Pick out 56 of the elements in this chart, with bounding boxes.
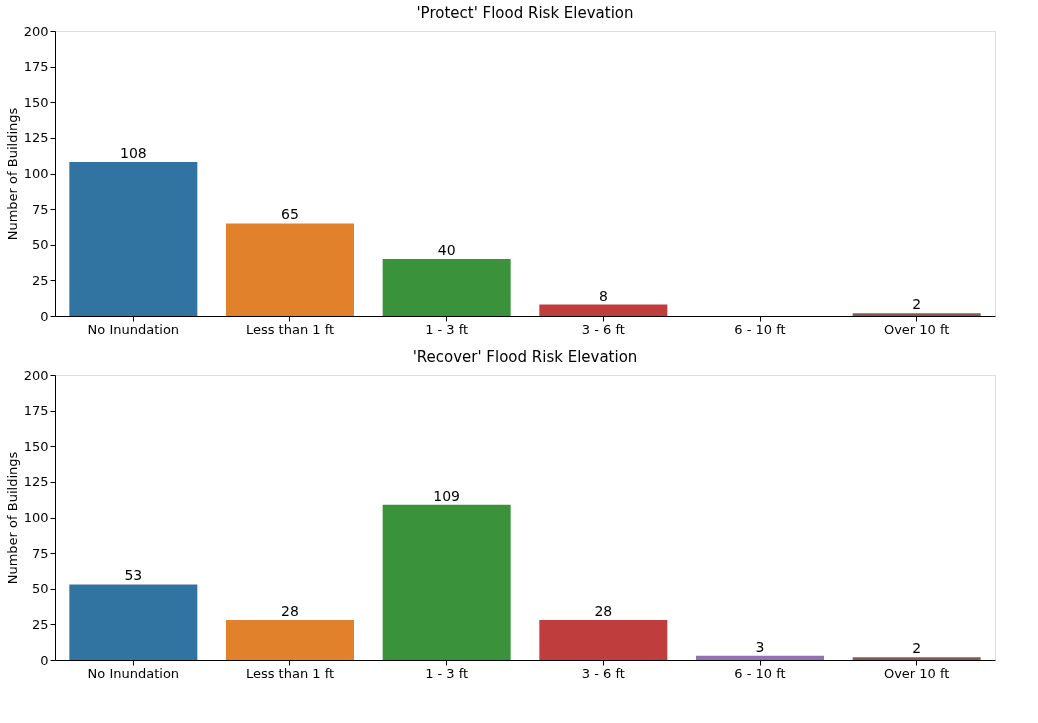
x-tick-label: 1 - 3 ft (425, 321, 469, 337)
y-tick-label: 75 (31, 201, 49, 217)
x-tick-label: Over 10 ft (883, 665, 950, 681)
data-label: 28 (281, 603, 299, 620)
y-tick-label: 0 (40, 308, 49, 324)
bar (69, 584, 198, 660)
bar (226, 620, 354, 660)
y-tick-label: 125 (23, 474, 49, 490)
y-tick-label: 200 (23, 367, 49, 383)
bar (852, 313, 981, 316)
x-tick-label: 1 - 3 ft (425, 665, 469, 681)
data-label: 3 (755, 638, 765, 655)
bar (539, 304, 668, 316)
chart-title: 'Protect' Flood Risk Elevation (416, 4, 634, 22)
y-tick-label: 100 (23, 166, 49, 181)
y-tick-label: 75 (31, 545, 49, 561)
y-tick-label: 25 (31, 616, 49, 632)
y-tick-label: 200 (23, 23, 49, 39)
bar (69, 162, 198, 316)
y-tick-label: 150 (23, 94, 49, 110)
x-tick-label: Less than 1 ft (245, 321, 335, 337)
bar (226, 223, 354, 316)
data-label: 2 (912, 640, 922, 657)
y-tick-label: 100 (23, 510, 49, 525)
x-tick-label: No Inundation (87, 321, 180, 337)
y-axis-title: Number of Buildings (4, 107, 20, 241)
data-label: 53 (124, 567, 143, 584)
y-tick-label: 175 (23, 403, 49, 419)
y-axis-title: Number of Buildings (4, 451, 20, 585)
data-label: 28 (594, 603, 613, 620)
y-tick-label: 175 (23, 59, 49, 75)
data-label: 65 (281, 206, 299, 223)
data-label: 40 (437, 242, 456, 258)
x-tick-label: 6 - 10 ft (734, 321, 786, 337)
x-tick-label: No Inundation (87, 665, 180, 681)
y-tick-label: 50 (31, 237, 49, 253)
x-tick-label: 6 - 10 ft (734, 665, 786, 681)
data-label: 2 (912, 296, 922, 313)
bar (852, 657, 981, 660)
y-tick-label: 125 (23, 130, 49, 146)
data-label: 8 (598, 287, 608, 304)
data-label: 108 (119, 145, 147, 162)
y-tick-label: 25 (31, 272, 49, 288)
y-tick-label: 50 (31, 581, 49, 597)
bar (382, 504, 511, 660)
bar (696, 655, 824, 660)
bar (382, 259, 511, 316)
x-tick-label: 3 - 6 ft (581, 665, 625, 681)
chart-title: 'Recover' Flood Risk Elevation (412, 348, 638, 366)
x-tick-label: 3 - 6 ft (581, 321, 625, 337)
x-tick-label: Less than 1 ft (245, 665, 335, 681)
y-tick-label: 150 (23, 438, 49, 454)
y-tick-label: 0 (40, 652, 49, 668)
x-tick-label: Over 10 ft (883, 321, 950, 337)
bar (539, 620, 668, 660)
data-label: 109 (433, 487, 461, 504)
